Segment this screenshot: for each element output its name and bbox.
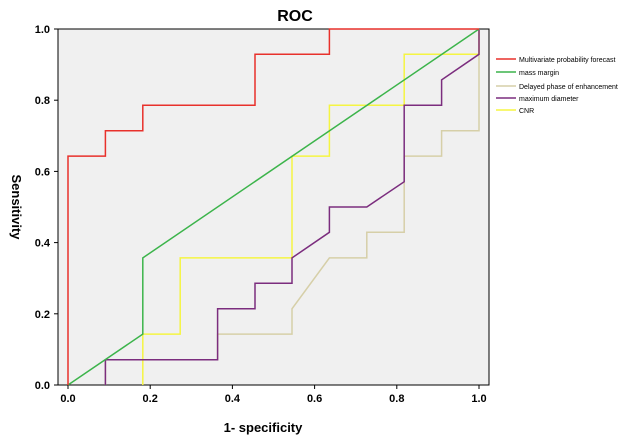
y-axis-label: Sensitivity <box>9 174 24 240</box>
x-tick-label: 0.4 <box>225 393 241 405</box>
series-line-mass-margin <box>67 28 480 386</box>
legend-label-cnr: CNR <box>519 108 534 115</box>
legend-label-maximum-diameter: maximum diameter <box>519 96 579 103</box>
x-tick-label: 1.0 <box>471 393 486 405</box>
series-line-multivariate-probability-forecast <box>67 28 479 385</box>
x-tick-label: 0.0 <box>60 393 75 405</box>
y-tick-label: 0.0 <box>35 380 50 392</box>
series-line-cnr <box>142 29 480 385</box>
series-line-maximum-diameter <box>104 29 480 385</box>
plot-background <box>57 28 490 386</box>
legend-label-delayed-phase-of-enhancement: Delayed phase of enhancement <box>519 84 618 91</box>
y-tick-label: 0.8 <box>35 95 50 107</box>
y-tick-label: 0.6 <box>35 166 50 178</box>
x-axis-label: 1- specificity <box>224 420 304 435</box>
x-tick-label: 0.6 <box>307 393 322 405</box>
axis-ticks: 0.0 0.2 0.4 0.6 0.8 1.0 0.0 0.2 0.4 0.6 0.8 1.0 <box>35 24 487 405</box>
series-layer <box>67 28 480 386</box>
legend-label-multivariate-probability-forecast: Multivariate probability forecast <box>519 57 616 64</box>
x-tick-label: 0.8 <box>389 393 404 405</box>
x-tick-label: 0.2 <box>143 393 158 405</box>
y-tick-label: 0.4 <box>35 238 51 250</box>
chart-title: ROC <box>277 8 313 25</box>
legend-label-mass-margin: mass margin <box>519 70 559 77</box>
y-tick-label: 1.0 <box>35 24 50 36</box>
y-tick-label: 0.2 <box>35 309 50 321</box>
legend: Multivariate probability forecast mass ma… <box>496 57 618 115</box>
